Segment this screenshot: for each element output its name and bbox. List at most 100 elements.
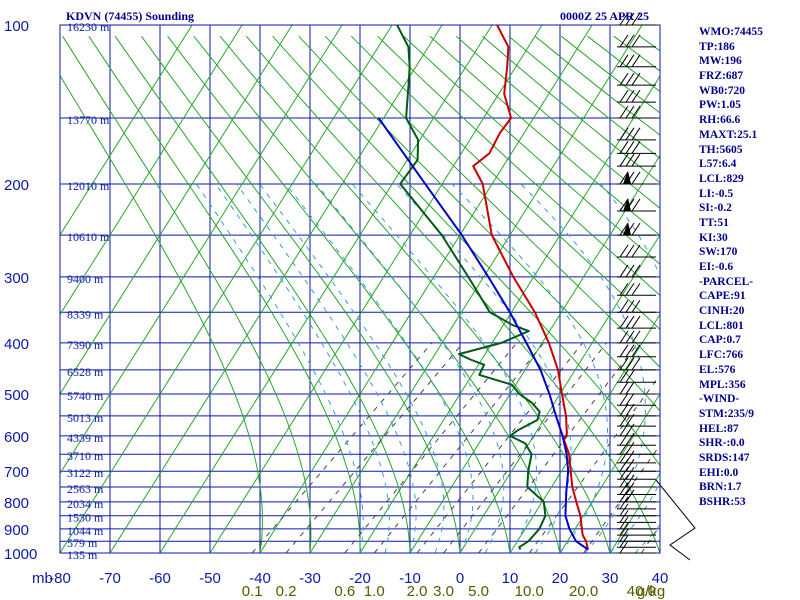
sounding-index: LCL:801 <box>699 319 744 332</box>
temperature-labels: mb-80 -70 -60 -50 -40 -30 -20 -10 0 10 20 30 40 <box>32 570 668 587</box>
wind-barb-feather <box>625 141 635 154</box>
chart-title: KDVN (74455) Sounding <box>66 9 195 23</box>
wind-barb-feather <box>625 450 635 464</box>
wind-barb-feather <box>619 482 629 495</box>
sounding-index: FRZ:687 <box>699 70 744 83</box>
sounding-index: LCL:829 <box>699 172 744 185</box>
sounding-index: MAXT:25.1 <box>699 128 758 141</box>
wind-barb-875 <box>617 510 656 523</box>
temperature-label-0: -80 <box>49 570 71 587</box>
temperature-label-10: 20 <box>552 570 569 587</box>
wind-barb-725 <box>617 466 656 480</box>
sounding-index: EHI:0.0 <box>699 466 739 479</box>
dry-adiabat-40 <box>245 35 660 553</box>
wind-barb-feather <box>625 153 635 167</box>
wind-barb-feather <box>625 282 635 296</box>
mixing-ratio-label-3: 1.0 <box>364 583 385 600</box>
pressure-label-600: 600 <box>4 429 29 446</box>
wind-barb-feather <box>619 54 629 68</box>
wind-barb-feather <box>619 510 629 523</box>
moist-adiabat-15 <box>396 183 572 553</box>
height-label-450: 6528 m <box>67 365 104 379</box>
wind-barb-feather <box>619 264 629 278</box>
isotherm--20 <box>359 75 660 553</box>
wind-barb-feather <box>625 441 635 455</box>
mixing-ratio-line-0.2 <box>285 342 464 553</box>
wind-barb-feather <box>631 344 641 358</box>
wind-barb-feather <box>625 458 635 472</box>
pressure-unit-label: mb <box>32 570 53 587</box>
wind-barb-feather <box>619 244 629 258</box>
dry-adiabat-20 <box>193 35 561 553</box>
sounding-index: LFC:766 <box>699 349 744 362</box>
moist-adiabat--15 <box>215 183 390 553</box>
mixing-ratio-label-0: 0.1 <box>242 583 263 600</box>
isotherm--90 <box>60 25 343 475</box>
height-label-300: 9400 m <box>67 272 104 286</box>
moist-adiabat-20 <box>451 183 609 553</box>
mixing-ratio-line-0.6 <box>344 342 518 553</box>
wind-barb-feather <box>631 330 641 344</box>
moist-adiabat--5 <box>259 183 445 553</box>
mixing-ratio-line-2 <box>416 342 583 553</box>
wind-barb-feather <box>625 392 635 406</box>
wind-barb-feather <box>625 315 635 329</box>
dry-adiabat-50 <box>272 35 660 467</box>
wind-barb-feather <box>631 222 641 236</box>
pressure-labels: 100 200 300 400 500 600 700 800 900 1000 <box>4 18 37 563</box>
dry-adiabat-160 <box>560 35 660 114</box>
mixing-ratio-line-10 <box>528 374 660 553</box>
wind-barb-feather <box>619 12 629 26</box>
isotherms <box>60 25 660 553</box>
moist-adiabat-10 <box>351 183 538 553</box>
dry-adiabats <box>60 35 660 553</box>
sounding-index: MW:196 <box>699 55 742 68</box>
wind-barb-feather <box>631 198 641 212</box>
wind-barb-140 <box>617 89 656 103</box>
height-label-550: 5013 m <box>67 411 104 425</box>
wind-barb-feather <box>619 489 629 503</box>
sounding-index: SHR-:0.0 <box>699 437 745 450</box>
dewpoint-trace <box>396 25 547 550</box>
wind-barb-feather <box>631 357 641 371</box>
isotherm--120 <box>60 25 193 236</box>
wind-barb-250 <box>617 222 656 236</box>
wind-barb-200 <box>617 170 656 185</box>
sounding-index: KI:30 <box>699 231 728 244</box>
wind-barb-feather <box>625 12 635 26</box>
temperature-label-3: -50 <box>199 570 221 587</box>
sounding-index: L57:6.4 <box>699 158 737 171</box>
wind-barb-175 <box>617 141 656 154</box>
sounding-index: PW:1.05 <box>699 99 741 112</box>
sounding-indices-list: WMO:74455 TP:186 MW:196 FRZ:687 WB0:720 PW:1.… <box>699 25 763 510</box>
height-label-600: 4339 m <box>67 431 104 445</box>
height-label-250: 10610 m <box>67 230 110 244</box>
wind-barb-feather <box>619 198 629 212</box>
dry-adiabat-80 <box>350 35 660 331</box>
temperature-label-9: 10 <box>502 570 519 587</box>
wind-barb-130 <box>617 72 656 86</box>
sounding-index: -PARCEL- <box>699 275 754 288</box>
wind-barb-110 <box>617 34 656 48</box>
moist-adiabats <box>195 183 660 553</box>
wind-barb-feather <box>631 153 641 167</box>
wind-barb-feather <box>619 105 629 119</box>
wind-barb-225 <box>617 197 656 212</box>
sounding-index: BRN:1.7 <box>699 481 742 494</box>
wind-barb-625 <box>617 432 656 446</box>
wind-barb-825 <box>617 496 656 510</box>
pressure-label-300: 300 <box>4 270 29 287</box>
wind-barb-feather <box>619 403 629 417</box>
pressure-label-700: 700 <box>4 464 29 481</box>
sounding-index: SW:170 <box>699 246 738 259</box>
temperature-label-2: -60 <box>149 570 171 587</box>
height-label-350: 8339 m <box>67 307 104 321</box>
wind-barb-feather <box>625 127 635 141</box>
wind-barb-475 <box>617 370 656 383</box>
wind-barb-feather <box>631 171 641 185</box>
sounding-index: WMO:74455 <box>699 26 763 38</box>
wind-barb-feather <box>619 282 629 296</box>
mixing-ratio-label-8: 20.0 <box>569 583 598 600</box>
sounding-index: CINH:20 <box>699 305 745 318</box>
